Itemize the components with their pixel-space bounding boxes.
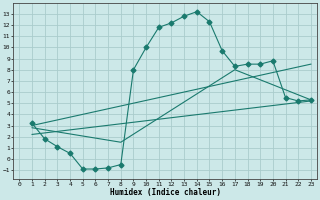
- X-axis label: Humidex (Indice chaleur): Humidex (Indice chaleur): [110, 188, 220, 197]
